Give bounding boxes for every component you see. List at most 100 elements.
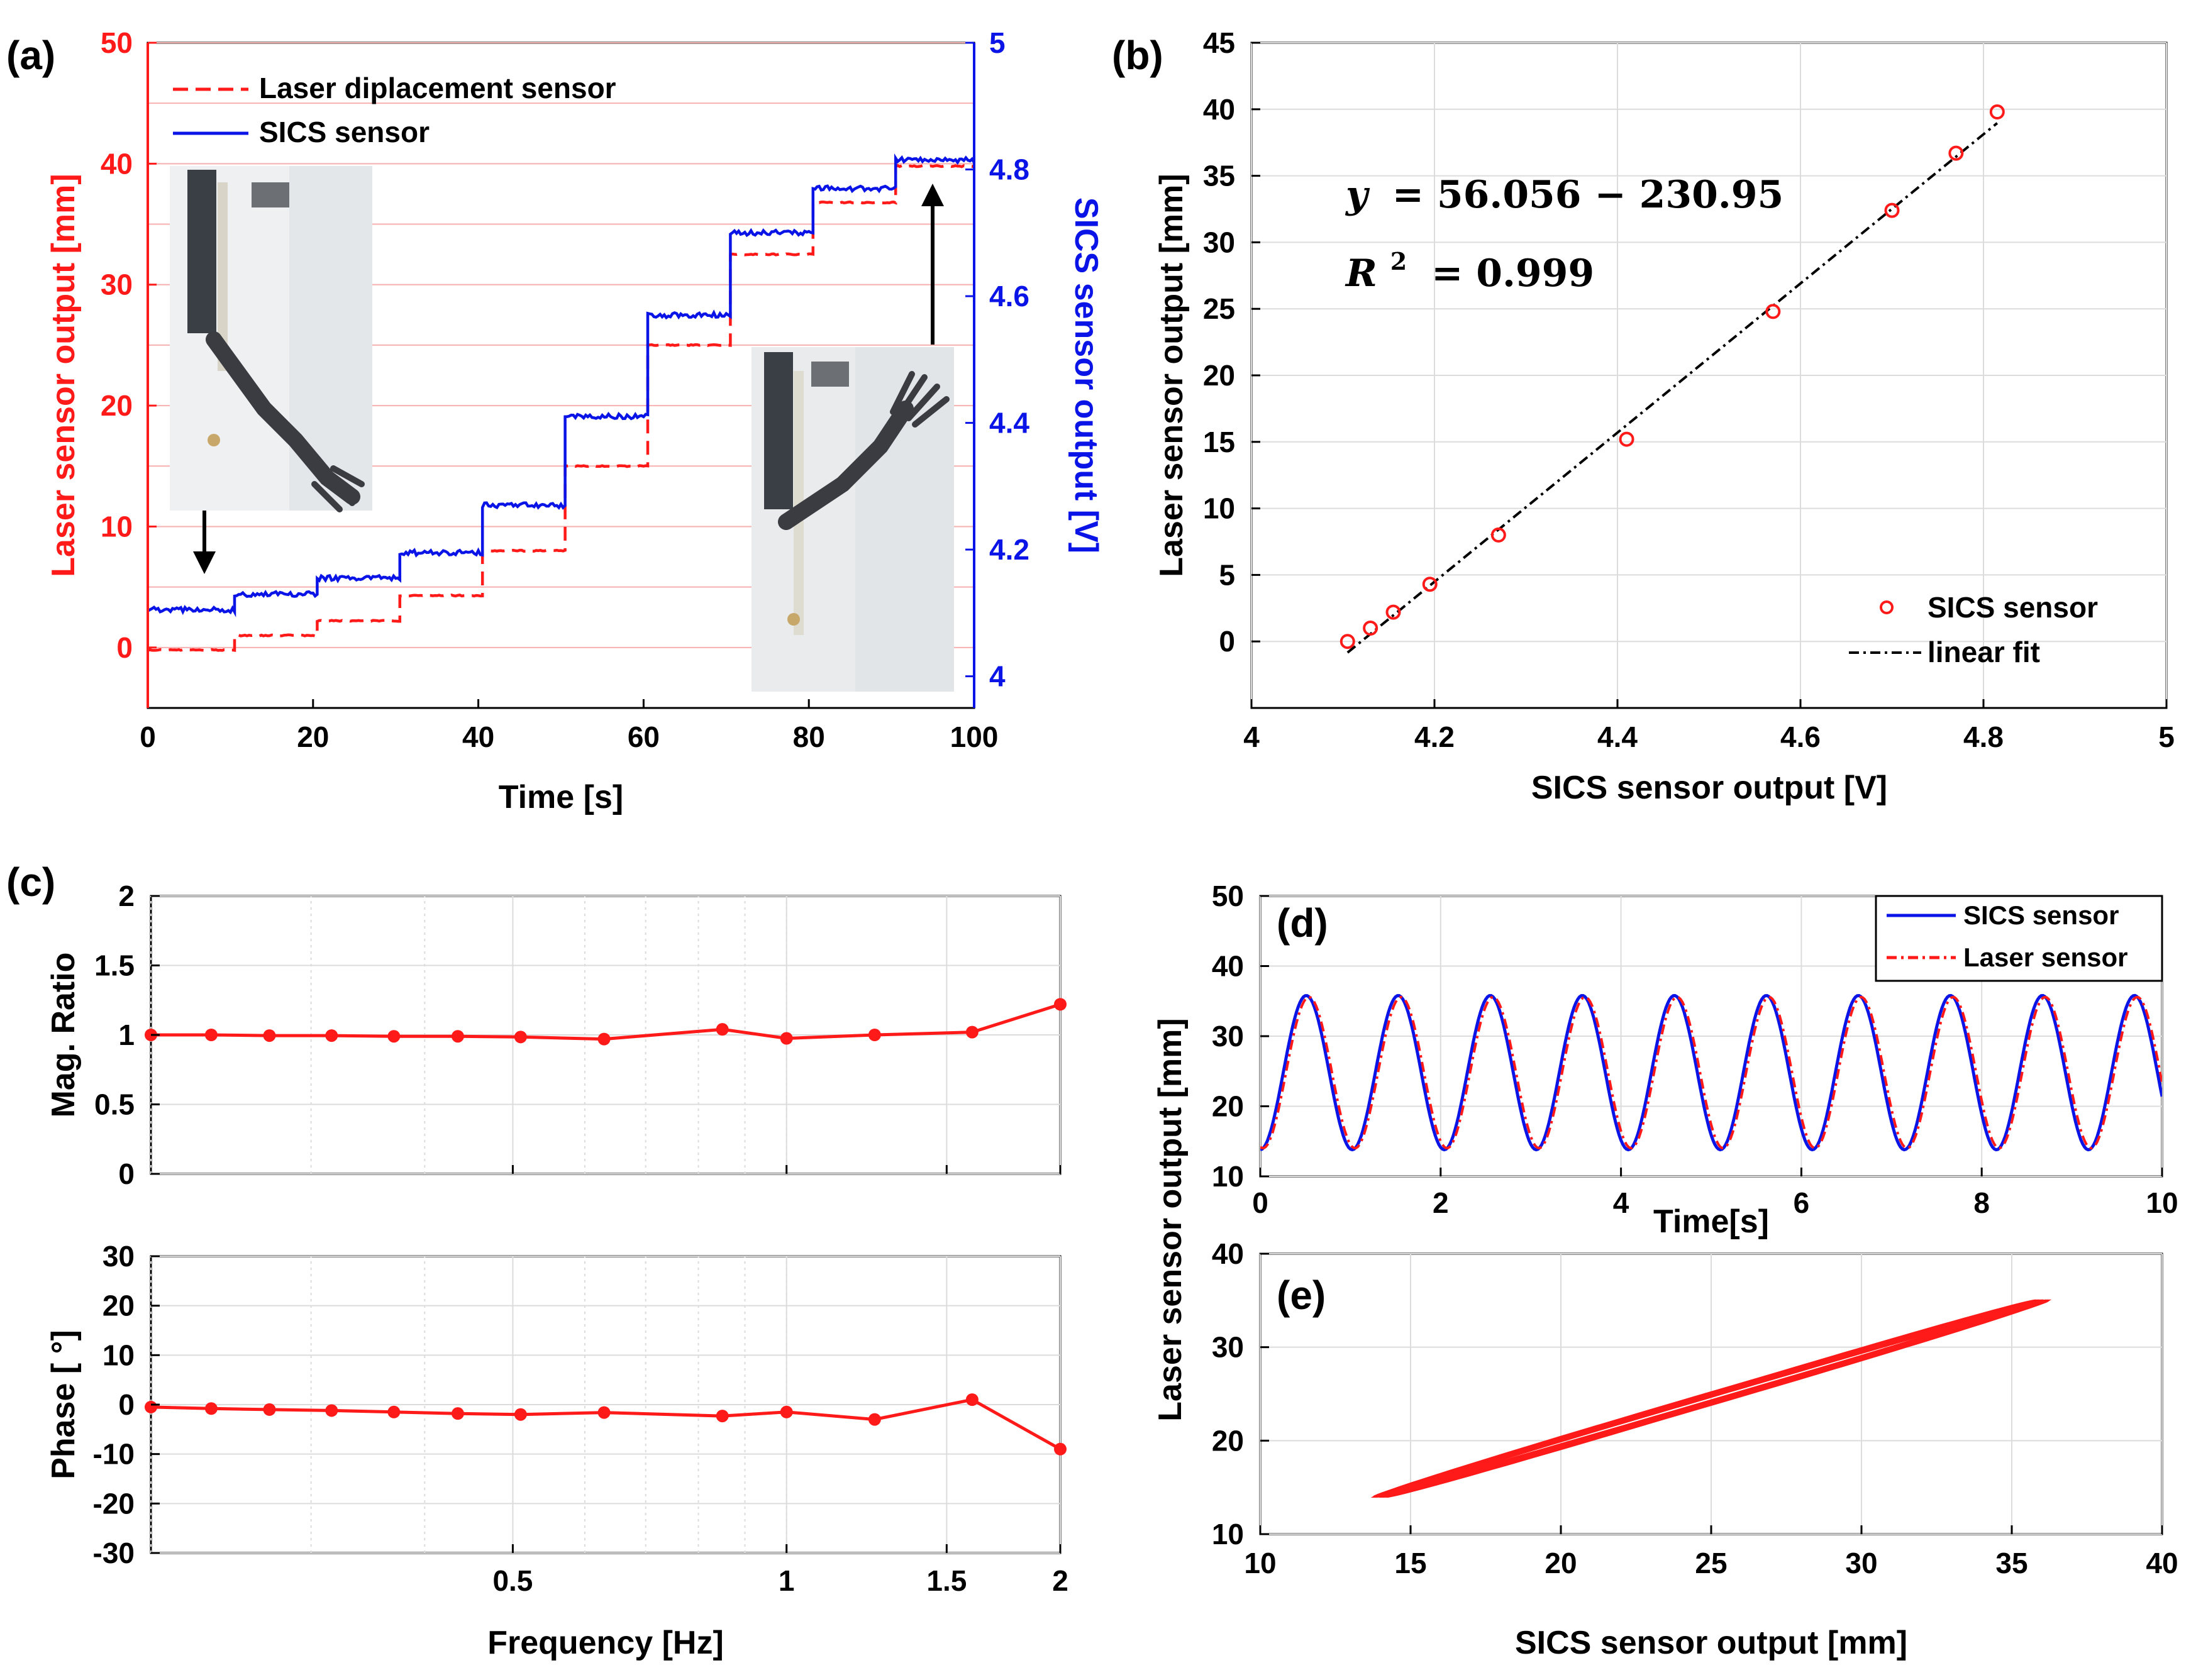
tick-label-y: 25 <box>1203 292 1235 325</box>
tick-label-y2: 5 <box>989 26 1006 59</box>
data-point <box>451 1407 464 1420</box>
tick-label-x: 15 <box>1394 1547 1426 1579</box>
tick-label-y2: 4.8 <box>989 153 1029 186</box>
tick-label-y2: 4.2 <box>989 533 1029 566</box>
panel-d-legend-box <box>1875 895 2163 982</box>
tick-label-y: 10 <box>101 510 133 543</box>
data-point <box>716 1023 729 1036</box>
data-point <box>514 1031 527 1044</box>
tick-label-x: 1 <box>779 1564 795 1597</box>
data-point <box>965 1025 979 1039</box>
data-point <box>1422 577 1438 592</box>
tick-label-x: 4.2 <box>1414 721 1455 753</box>
tick-label-x: 100 <box>950 721 999 753</box>
tick-label-y: -10 <box>93 1438 135 1471</box>
tick-label-y: 30 <box>103 1240 135 1273</box>
tick-label-y: 20 <box>1203 359 1235 392</box>
panel-e-plot-lines <box>1370 1299 2052 1498</box>
tick-label-y: 0 <box>118 1388 135 1421</box>
panel-e-ticks: 10 15 20 25 30 35 40 10 20 30 40 <box>1212 1237 2178 1579</box>
r-squared-lhs: R <box>1345 251 1377 296</box>
tick-label-x: 2 <box>1433 1186 1449 1219</box>
data-point <box>1765 304 1781 319</box>
panel-b-ylabel: Laser sensor output [mm] <box>1153 174 1190 577</box>
panel-label-b: (b) <box>1112 33 1163 78</box>
panel-label-e: (e) <box>1277 1273 1326 1318</box>
panel-a-legend: Laser diplacement sensor SICS sensor <box>173 72 616 148</box>
tick-label-y: 0 <box>1219 625 1235 658</box>
series-line-sics <box>148 153 974 617</box>
legend-label-linear-fit: linear fit <box>1928 636 2040 668</box>
tick-label-y: 20 <box>1212 1090 1244 1123</box>
data-point <box>204 1029 218 1041</box>
tick-label-y: 40 <box>1212 950 1244 983</box>
hysteresis-loop <box>1372 1299 2050 1498</box>
panel-b-ticks: 4 4.2 4.4 4.6 4.8 5 0 5 10 15 20 25 30 35 40 45 <box>1203 26 2175 753</box>
r-squared-rhs: = 0.999 <box>1431 251 1594 296</box>
tick-label-x: 1.5 <box>926 1564 967 1597</box>
data-point <box>514 1408 527 1421</box>
tick-label-y: 40 <box>1203 93 1235 126</box>
series-line-laser <box>1260 995 2162 1150</box>
robot-arm-photo-end <box>752 347 954 692</box>
tick-label-x: 2 <box>1052 1564 1068 1597</box>
legend-label-laser: Laser diplacement sensor <box>259 72 616 104</box>
data-point <box>1884 202 1900 218</box>
data-point <box>868 1029 881 1041</box>
data-point <box>1948 145 1964 161</box>
tick-label-x: 35 <box>1995 1547 2027 1579</box>
tick-label-x: 40 <box>2146 1547 2178 1579</box>
legend-label-sics-d: SICS sensor <box>1963 900 2119 930</box>
panel-b-gridlines <box>1251 42 2167 708</box>
tick-label-x: 6 <box>1794 1186 1810 1219</box>
data-point <box>597 1032 611 1046</box>
tick-label-x: 0.5 <box>492 1564 533 1597</box>
panel-b: 4 4.2 4.4 4.6 4.8 5 0 5 10 15 20 25 30 35 40 45 y = 56.… <box>1112 26 2175 806</box>
tick-label-y: 30 <box>1203 226 1235 258</box>
tick-label-x: 10 <box>1244 1547 1276 1579</box>
tick-label-y2: 4.4 <box>989 407 1029 439</box>
tick-label-x: 20 <box>297 721 329 753</box>
tick-label-y: 0 <box>118 1158 135 1190</box>
panel-c-top-ylabel: Mag. Ratio <box>45 953 82 1118</box>
tick-label-y: 20 <box>103 1290 135 1322</box>
robot-arm-photo-start <box>170 166 372 512</box>
tick-label-x: 4.6 <box>1780 721 1821 753</box>
tick-label-y: -30 <box>93 1537 135 1569</box>
data-point <box>868 1413 881 1426</box>
data-point <box>716 1410 729 1423</box>
fit-equation: y = 56.056 − 230.95 <box>1345 173 1783 217</box>
tick-label-x: 4.8 <box>1963 721 2004 753</box>
data-point <box>780 1032 793 1045</box>
tick-label-y: 10 <box>1203 492 1235 525</box>
tick-label-x: 80 <box>793 721 825 753</box>
tick-label-x: 60 <box>628 721 660 753</box>
tick-label-y: 30 <box>1212 1331 1244 1364</box>
fit-equation-rhs: = 56.056 − 230.95 <box>1392 173 1783 217</box>
data-point <box>780 1405 793 1418</box>
tick-label-x: 4 <box>1243 721 1260 753</box>
panel-d-xlabel: Time[s] <box>1653 1203 1769 1240</box>
panel-d-plot-lines <box>1260 993 2162 1152</box>
tick-label-x: 40 <box>462 721 494 753</box>
panel-c: 0 0.5 1 1.5 2 0.5 1 1.5 2 -30 -20 -10 0 10 20 30 Mag. R… <box>6 859 1068 1661</box>
tick-label-y: 20 <box>1212 1424 1244 1457</box>
fit-equation-lhs: y <box>1345 173 1370 217</box>
data-point <box>1054 1442 1067 1456</box>
panel-b-plot <box>1340 104 2005 654</box>
panel-e-xlabel: SICS sensor output [mm] <box>1515 1625 1907 1661</box>
data-point <box>1363 621 1378 636</box>
panel-label-a: (a) <box>6 33 55 78</box>
tick-label-y: 50 <box>1212 880 1244 912</box>
panel-c-xlabel: Frequency [Hz] <box>487 1625 724 1661</box>
tick-label-y: 1 <box>118 1019 135 1051</box>
panel-d: 0 2 4 6 8 10 10 20 30 40 50 SICS sensor Laser sens… <box>1212 880 2178 1240</box>
data-point <box>1989 104 2005 120</box>
tick-label-y: 10 <box>1212 1518 1244 1550</box>
legend-marker-sics <box>1880 600 1894 614</box>
data-point <box>387 1405 401 1418</box>
data-point <box>145 1400 157 1413</box>
data-point <box>1340 634 1355 649</box>
panel-d-ticks: 0 2 4 6 8 10 10 20 30 40 50 <box>1212 880 2178 1219</box>
